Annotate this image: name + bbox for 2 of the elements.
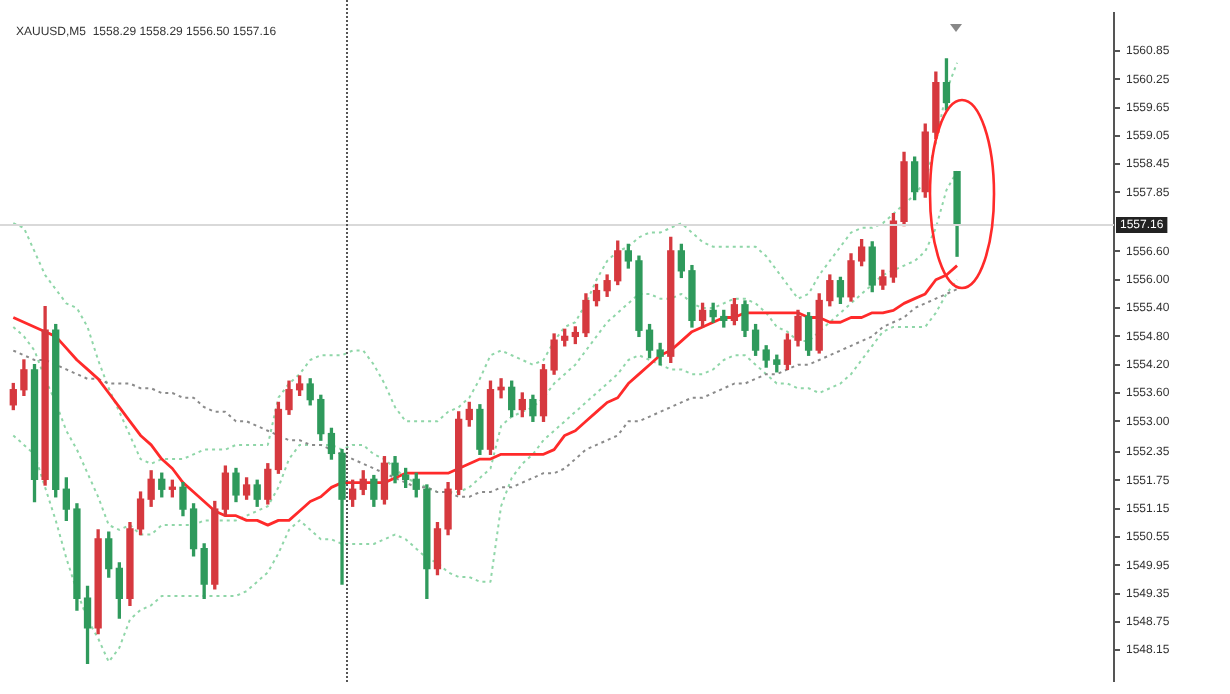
- line-series: [12, 61, 959, 465]
- line-series: [12, 278, 959, 663]
